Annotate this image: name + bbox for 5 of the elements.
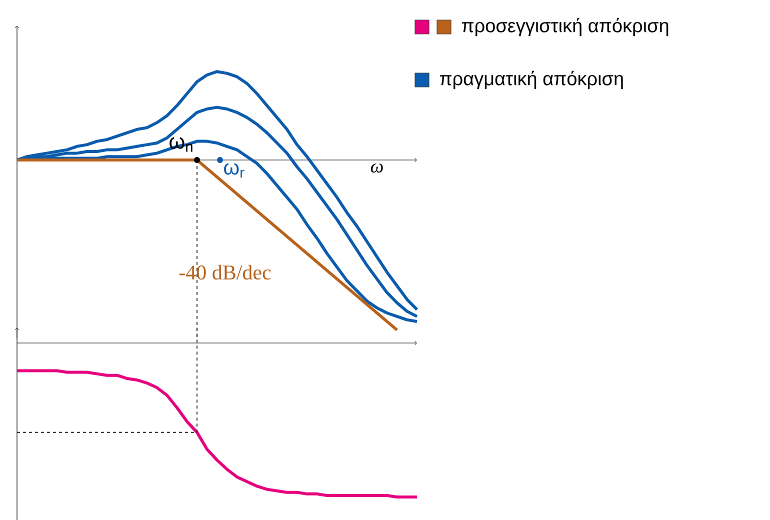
annotation: ω$_{r}$ <box>224 163 244 178</box>
annotation: -40 dB/dec <box>179 264 271 280</box>
legend-label: προσεγγιστική απόκριση <box>462 18 668 36</box>
legend-label: πραγματική απόκριση <box>440 70 623 89</box>
x-axis-title: ω <box>370 163 383 172</box>
